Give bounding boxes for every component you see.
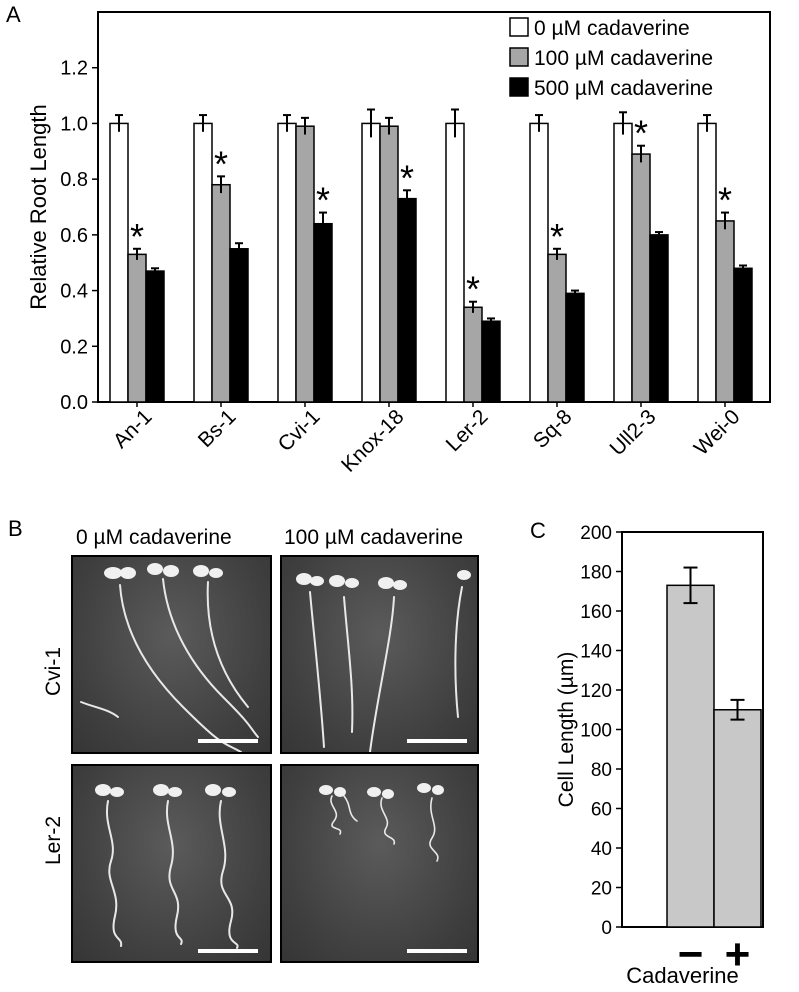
legend-swatch xyxy=(509,77,529,97)
y-axis-label: Relative Root Length xyxy=(26,104,51,309)
significance-star: * xyxy=(400,157,414,198)
y-tick-label: 40 xyxy=(591,839,612,860)
y-tick-label: 160 xyxy=(580,602,612,623)
panel-letter-c: C xyxy=(530,518,546,543)
y-tick-label: 1.2 xyxy=(60,58,88,80)
y-tick-label: 80 xyxy=(591,760,612,781)
significance-star: * xyxy=(634,113,648,154)
plot-frame xyxy=(97,11,771,403)
legend-label: 0 µM cadaverine xyxy=(534,17,690,40)
scale-bar xyxy=(198,739,258,743)
y-axis-label: Cell Length (µm) xyxy=(555,652,578,808)
x-axis-label: Cadaverine xyxy=(626,963,739,988)
significance-star: * xyxy=(130,216,144,257)
y-tick-label: 60 xyxy=(591,800,612,821)
legend-swatch xyxy=(509,47,529,67)
y-tick-label: 0.0 xyxy=(60,392,88,414)
y-tick-label: 0.6 xyxy=(60,225,88,247)
legend-label: 100 µM cadaverine xyxy=(534,47,713,70)
y-tick-label: 180 xyxy=(580,563,612,584)
y-tick-label: 0.8 xyxy=(60,169,88,191)
legend-label: 500 µM cadaverine xyxy=(534,77,713,100)
bar xyxy=(666,584,715,928)
y-tick-label: 1.0 xyxy=(60,113,88,135)
chart-a-relative-root-length: 0.0 0.2 0.4 0.6 0.8 1.0 1.2 Relative Root Lengt… xyxy=(26,11,771,477)
x-tick-label: − xyxy=(678,930,704,979)
significance-star: * xyxy=(316,180,330,221)
column-label-100-um: 100 µM cadaverine xyxy=(284,526,464,549)
significance-star: * xyxy=(718,180,732,221)
y-tick-label: 0 xyxy=(601,918,612,939)
seedling-photo-ler-2-control xyxy=(71,764,272,963)
scale-bar xyxy=(407,739,467,743)
seedling-photo-cvi-1-cadaverine xyxy=(280,555,479,754)
scale-bar xyxy=(407,949,467,953)
y-tick-label: 200 xyxy=(580,523,612,544)
y-tick-label: 0.4 xyxy=(60,281,88,303)
panel-letter-b: B xyxy=(8,516,23,541)
significance-star: * xyxy=(466,269,480,310)
scale-bar xyxy=(198,949,258,953)
seedling-photo-ler-2-cadaverine xyxy=(280,764,479,963)
panel-letter-a: A xyxy=(6,2,21,27)
y-tick-label: 20 xyxy=(591,879,612,900)
seedling-photo-cvi-1-control xyxy=(71,555,272,754)
y-tick-label: 0.2 xyxy=(60,336,88,358)
significance-star: * xyxy=(214,143,228,184)
legend-swatch xyxy=(509,17,529,37)
y-tick-label: 100 xyxy=(580,721,612,742)
significance-star: * xyxy=(550,216,564,257)
y-tick-label: 140 xyxy=(580,642,612,663)
x-tick-label: + xyxy=(725,930,751,979)
y-tick-label: 120 xyxy=(580,681,612,702)
bar xyxy=(713,709,762,928)
column-label-0-um: 0 µM cadaverine xyxy=(76,526,232,549)
